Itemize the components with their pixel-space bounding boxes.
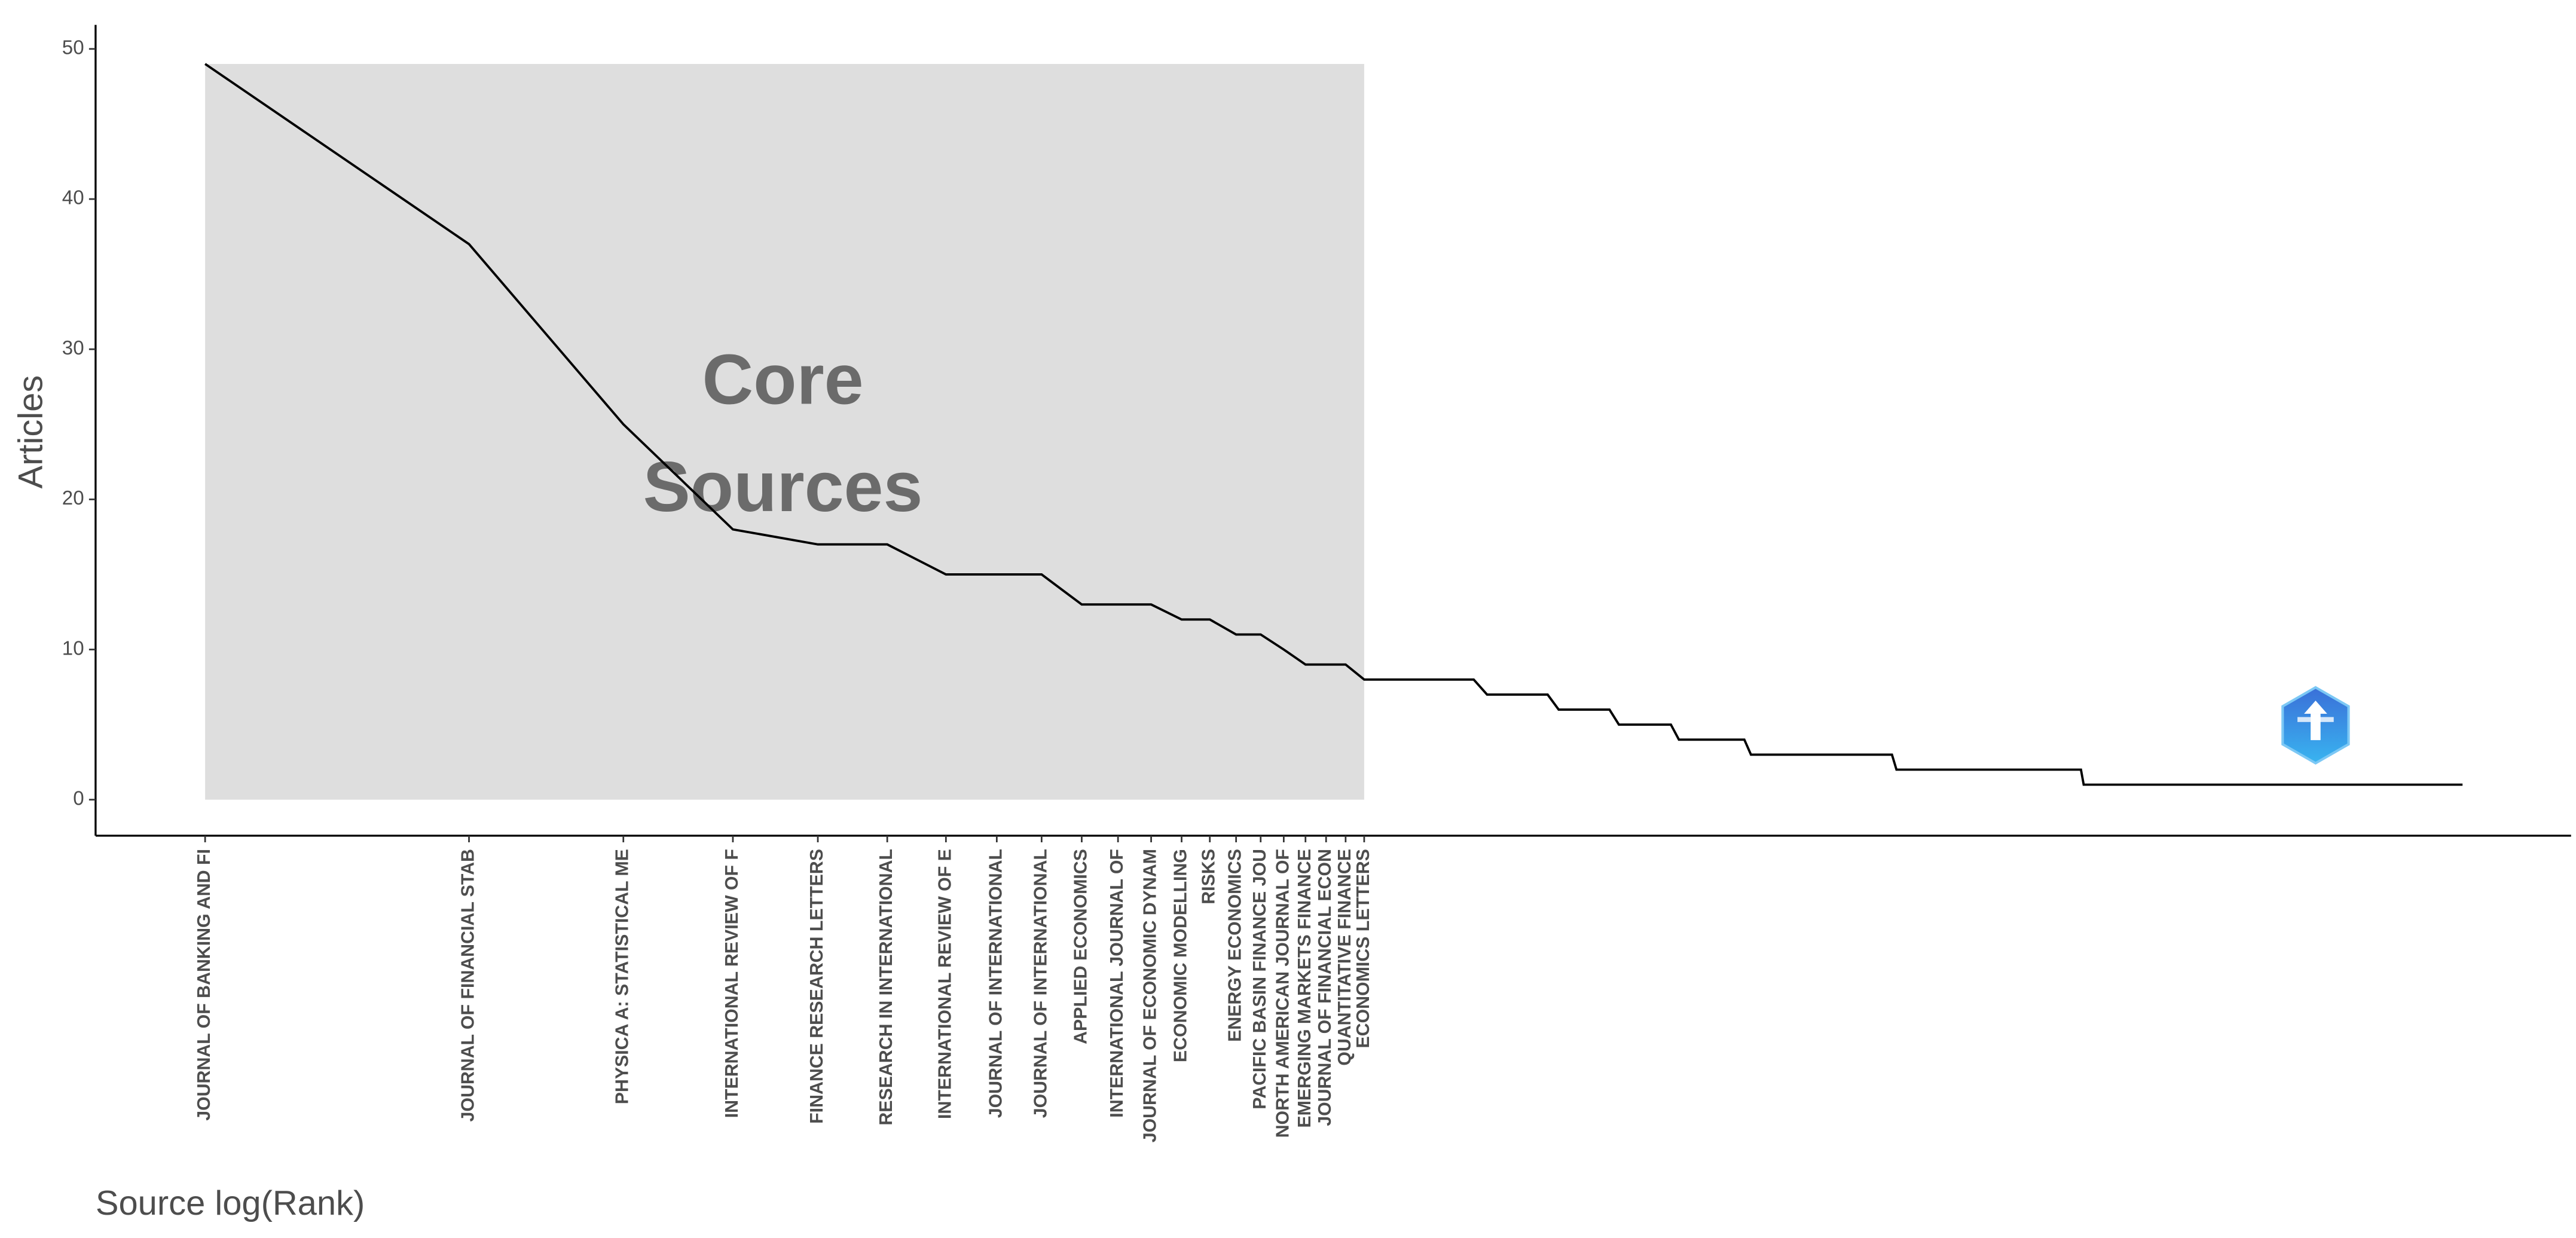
logo (2281, 686, 2350, 765)
y-tick-label: 20 (62, 487, 84, 509)
x-tick-label: JOURNAL OF ECONOMIC DYNAM (1141, 849, 1160, 1142)
x-tick-label: ECONOMIC MODELLING (1171, 849, 1191, 1062)
x-tick-label: JOURNAL OF INTERNATIONAL (986, 849, 1006, 1118)
x-tick-label: JOURNAL OF FINANCIAL STAB (459, 849, 478, 1121)
x-tick-label: JOURNAL OF BANKING AND FI (194, 849, 214, 1121)
x-tick-label: ECONOMICS LETTERS (1353, 849, 1373, 1048)
y-tick-label: 30 (62, 337, 84, 359)
core-zone (205, 63, 1364, 800)
x-tick-label: JOURNAL OF FINANCIAL ECON (1315, 849, 1335, 1126)
x-tick-label: FINANCE RESEARCH LETTERS (807, 849, 827, 1124)
x-tick-label: PHYSICA A: STATISTICAL ME (613, 849, 632, 1104)
y-tick-label: 0 (73, 787, 84, 809)
x-tick-label: QUANTITATIVE FINANCE (1335, 849, 1355, 1066)
x-tick-label: APPLIED ECONOMICS (1071, 849, 1090, 1044)
y-tick-label: 50 (62, 37, 84, 59)
core-label: Sources (643, 448, 923, 527)
x-axis-title: Source log(Rank) (96, 1184, 365, 1222)
x-tick-label: ENERGY ECONOMICS (1226, 849, 1245, 1042)
x-tick-label: RESEARCH IN INTERNATIONAL (876, 849, 896, 1126)
core-label: Core (702, 341, 863, 420)
y-axis-title: Articles (11, 375, 50, 489)
x-tick-label: INTERNATIONAL REVIEW OF E (935, 849, 955, 1119)
x-tick-label: EMERGING MARKETS FINANCE (1295, 849, 1315, 1127)
data-line (204, 63, 2463, 786)
x-tick-label: INTERNATIONAL REVIEW OF F (722, 849, 742, 1118)
x-tick-label: JOURNAL OF INTERNATIONAL (1031, 849, 1050, 1118)
x-tick-label: NORTH AMERICAN JOURNAL OF (1273, 849, 1292, 1138)
y-tick-label: 40 (62, 187, 84, 209)
x-tick-label: RISKS (1199, 849, 1219, 904)
y-tick-label: 10 (62, 637, 84, 659)
x-tick-label: INTERNATIONAL JOURNAL OF (1107, 849, 1127, 1118)
x-tick-label: PACIFIC BASIN FINANCE JOU (1250, 849, 1270, 1109)
